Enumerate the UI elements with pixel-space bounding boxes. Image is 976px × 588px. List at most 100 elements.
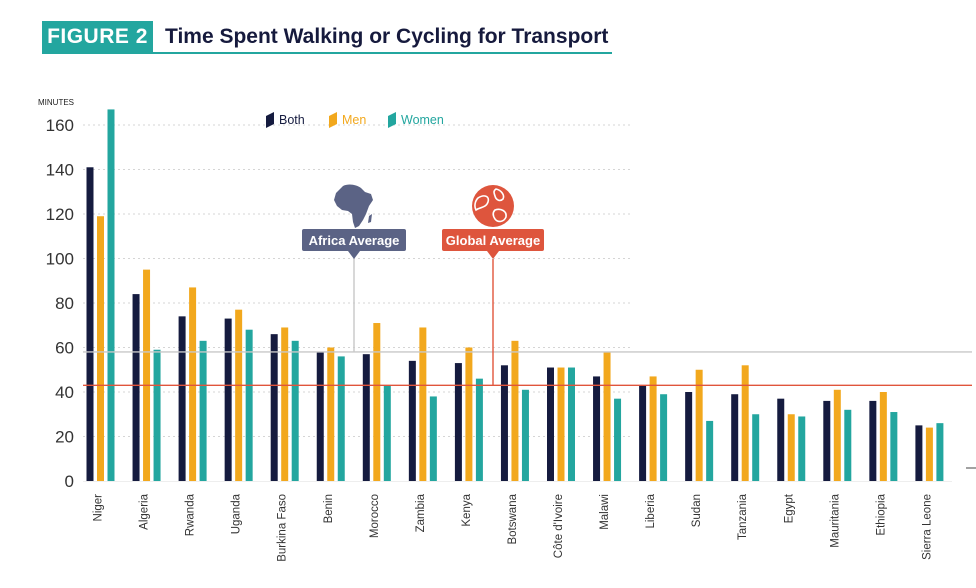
y-tick-label: 0 <box>65 472 74 491</box>
x-category-label: Egypt <box>783 493 795 523</box>
bar-both <box>270 334 278 481</box>
bar-men <box>419 327 427 481</box>
bar-women <box>521 389 529 481</box>
bar-both <box>547 367 554 481</box>
africa-continent-icon <box>334 184 373 228</box>
bar-women <box>568 367 575 481</box>
bar-women <box>614 398 622 481</box>
bar-women <box>475 378 483 481</box>
figure-header: FIGURE 2 Time Spent Walking or Cycling f… <box>42 21 612 54</box>
legend-label-women: Women <box>401 113 444 127</box>
bar-men <box>189 287 197 481</box>
bar-both <box>86 167 94 481</box>
bar-both <box>869 400 877 481</box>
bar-women <box>890 412 898 481</box>
legend-swatch-both <box>266 112 274 128</box>
x-category-label: Uganda <box>231 493 243 534</box>
y-tick-label: 140 <box>46 161 74 180</box>
legend-swatch-men <box>329 112 337 128</box>
bar-women <box>660 394 668 481</box>
globe-icon <box>472 185 514 227</box>
x-axis-category-labels: Niger Algeria Rwanda Uganda Burkina Faso Beni… <box>93 493 934 562</box>
bar-men <box>97 216 104 481</box>
bar-women <box>752 414 760 481</box>
legend-label-both: Both <box>279 113 305 127</box>
x-category-label: Benin <box>323 494 335 523</box>
x-category-label: Malawi <box>599 494 611 530</box>
x-category-label: Niger <box>93 494 105 522</box>
y-tick-label: 100 <box>46 250 74 269</box>
bar-men <box>695 369 703 481</box>
bar-women <box>798 416 806 481</box>
x-category-label: Tanzania <box>737 493 749 540</box>
bar-both <box>823 400 831 481</box>
bar-both <box>362 354 370 481</box>
title-underline <box>42 52 612 54</box>
legend-swatch-women <box>388 112 396 128</box>
bar-men <box>143 269 151 481</box>
bar-both <box>500 365 508 481</box>
x-category-label: Burkina Faso <box>277 494 289 562</box>
bar-men <box>833 389 841 481</box>
y-tick-label: 40 <box>55 383 74 402</box>
bar-both <box>178 316 186 481</box>
bar-both <box>593 376 601 481</box>
bar-women <box>107 109 115 482</box>
callout-box <box>302 229 406 251</box>
bar-women <box>844 409 852 481</box>
bar-women <box>245 329 253 481</box>
bar-women <box>291 340 299 481</box>
x-category-label: Sudan <box>691 494 703 527</box>
bar-men <box>511 340 519 481</box>
bar-women <box>383 385 391 481</box>
bar-men <box>465 347 473 481</box>
bar-both <box>731 394 739 481</box>
y-tick-label: 160 <box>46 116 74 135</box>
x-category-label: Algeria <box>139 493 151 529</box>
bar-men <box>787 414 795 481</box>
reference-lines: Africa Average Global Average <box>83 184 972 387</box>
gridlines <box>83 124 630 437</box>
bars <box>86 109 944 482</box>
x-category-label: Côte d'Ivoire <box>553 494 565 558</box>
callout-label: Global Average <box>446 233 540 248</box>
bar-both <box>454 363 462 481</box>
x-category-label: Rwanda <box>185 493 197 536</box>
x-category-label: Morocco <box>369 494 381 538</box>
callout-pointer <box>348 251 360 259</box>
bar-men <box>603 351 611 481</box>
bar-both <box>132 294 140 481</box>
bar-men <box>879 392 887 481</box>
bar-men <box>373 323 381 481</box>
bar-men <box>281 327 289 481</box>
y-tick-label: 60 <box>55 339 74 358</box>
bar-men <box>327 347 335 481</box>
callout-label: Africa Average <box>309 233 400 248</box>
callout-box <box>442 229 544 251</box>
bar-both <box>224 318 232 481</box>
x-category-label: Zambia <box>415 493 427 532</box>
x-category-label: Mauritania <box>829 493 841 547</box>
legend: Both Men Women <box>266 112 444 128</box>
y-tick-label: 120 <box>46 205 74 224</box>
callout-pointer <box>487 251 499 259</box>
chart-title: Time Spent Walking or Cycling for Transp… <box>165 25 609 48</box>
bar-men <box>649 376 657 481</box>
y-tick-label: 20 <box>55 428 74 447</box>
bar-both <box>639 385 647 481</box>
x-category-label: Ethiopia <box>875 493 887 535</box>
bar-both <box>408 360 416 481</box>
bar-men <box>741 365 749 481</box>
x-category-label: Botswana <box>507 493 519 544</box>
bar-both <box>685 392 693 481</box>
y-axis-unit-label: MINUTES <box>38 98 74 107</box>
bar-women <box>429 396 437 481</box>
x-category-label: Sierra Leone <box>921 494 933 560</box>
bar-men <box>557 367 565 481</box>
bar-women <box>199 340 207 481</box>
x-category-label: Liberia <box>645 493 657 528</box>
bar-women <box>706 420 714 481</box>
bar-women <box>153 349 161 481</box>
figure-number-badge: FIGURE 2 <box>42 21 153 53</box>
